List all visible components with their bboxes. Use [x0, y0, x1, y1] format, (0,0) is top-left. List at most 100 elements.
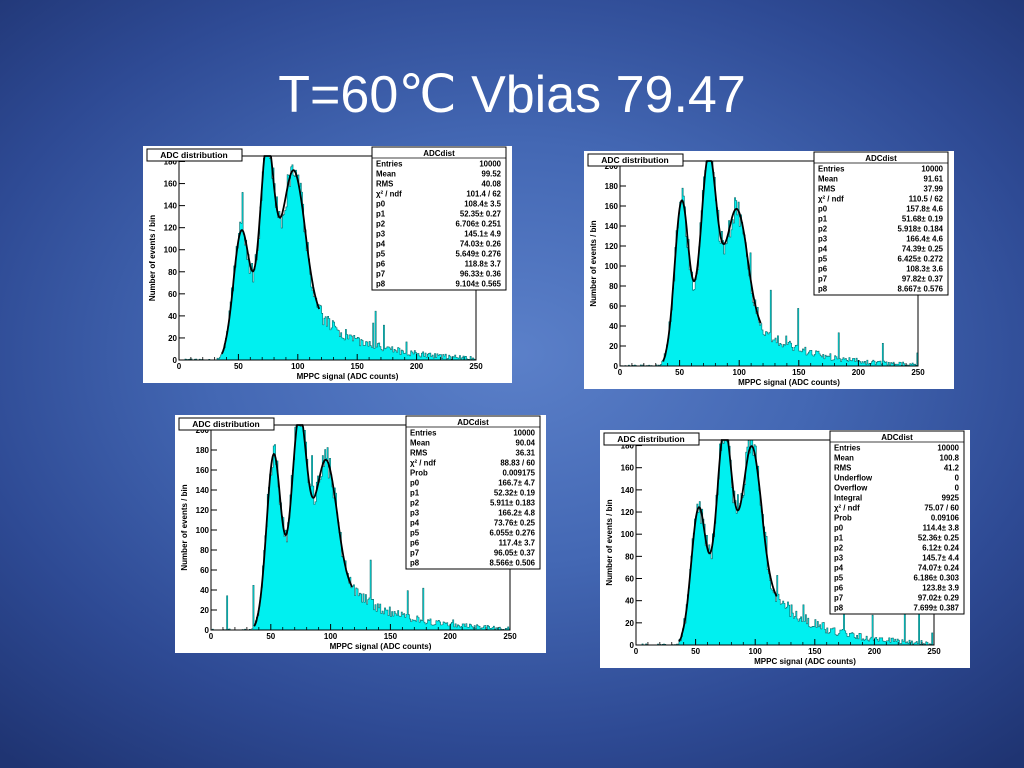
- y-tick-label: 120: [621, 508, 635, 517]
- y-tick-label: 40: [609, 322, 618, 331]
- stats-value: 10000: [937, 444, 959, 453]
- x-tick-label: 150: [792, 368, 806, 377]
- x-tick-label: 200: [852, 368, 866, 377]
- stats-value: 145.7± 4.4: [922, 554, 959, 563]
- x-tick-label: 50: [266, 632, 275, 641]
- stats-value: 100.8: [939, 454, 959, 463]
- stats-label: Entries: [818, 165, 845, 174]
- stats-value: 157.8± 4.6: [906, 205, 943, 214]
- stats-value: 5.911± 0.183: [490, 499, 536, 508]
- stats-label: p7: [376, 270, 385, 279]
- fit-curve: [662, 160, 762, 362]
- stats-label: p3: [818, 235, 828, 244]
- x-tick-label: 0: [177, 362, 182, 371]
- stats-label: p0: [376, 200, 386, 209]
- histogram-panel-4: 0 50 100 150 200 250 0 20 40 60 80 100 120 140 160 180 M…: [600, 430, 970, 668]
- chart-title: ADC distribution: [601, 155, 669, 165]
- stats-label: p1: [834, 534, 844, 543]
- stats-label: p4: [410, 519, 420, 528]
- chart-title: ADC distribution: [617, 434, 685, 444]
- x-tick-label: 100: [324, 632, 338, 641]
- y-tick-label: 160: [605, 202, 619, 211]
- chart-title-box: [178, 417, 275, 431]
- stats-title: ADCdist: [881, 433, 913, 442]
- stats-value: 99.52: [481, 170, 501, 179]
- stats-label: p7: [818, 275, 827, 284]
- stats-value: 5.649± 0.276: [456, 250, 502, 259]
- y-tick-label: 80: [200, 546, 209, 555]
- stats-value: 0.009175: [502, 469, 535, 478]
- y-tick-label: 40: [168, 312, 177, 321]
- y-axis-label: Number of events / bin: [148, 215, 157, 301]
- stats-value: 40.08: [481, 180, 501, 189]
- y-axis-label: Number of events / bin: [589, 220, 598, 306]
- y-tick-label: 60: [625, 575, 634, 584]
- y-tick-label: 40: [625, 597, 634, 606]
- stats-label: p5: [410, 529, 420, 538]
- y-tick-label: 80: [609, 282, 618, 291]
- stats-value: 6.425± 0.272: [898, 255, 944, 264]
- y-tick-label: 140: [164, 202, 178, 211]
- y-tick-label: 60: [200, 566, 209, 575]
- stats-value: 51.68± 0.19: [902, 215, 944, 224]
- stats-label: p3: [834, 554, 844, 563]
- x-axis-label: MPPC signal (ADC counts): [330, 642, 432, 651]
- y-tick-label: 80: [625, 552, 634, 561]
- stats-value: 10000: [479, 160, 501, 169]
- stats-label: p6: [410, 539, 420, 548]
- stats-label: p5: [818, 255, 828, 264]
- stats-label: Prob: [834, 514, 852, 523]
- histogram-panel-1: 0 50 100 150 200 250 0 20 40 60 80 100 120 140 160 180 M…: [143, 146, 512, 383]
- stats-label: RMS: [410, 449, 427, 458]
- y-tick-label: 160: [164, 180, 178, 189]
- stats-value: 166.2± 4.8: [498, 509, 535, 518]
- stats-label: p0: [818, 205, 828, 214]
- stats-label: p3: [410, 509, 420, 518]
- stats-box: [405, 415, 541, 570]
- stats-value: 166.4± 4.6: [906, 235, 943, 244]
- stats-label: p6: [818, 265, 828, 274]
- stats-label: p4: [376, 240, 386, 249]
- stats-label: p6: [834, 584, 844, 593]
- stats-value: 114.4± 3.8: [923, 524, 960, 533]
- stats-value: 97.02± 0.29: [918, 594, 960, 603]
- stats-value: 96.33± 0.36: [460, 270, 502, 279]
- stats-value: 108.3± 3.6: [906, 265, 943, 274]
- stats-label: Entries: [410, 429, 437, 438]
- x-tick-label: 150: [384, 632, 398, 641]
- stats-label: Underflow: [834, 474, 873, 483]
- histogram-svg: 0501001502002500204060801001201401601802…: [178, 415, 541, 651]
- stats-label: χ² / ndf: [410, 459, 436, 468]
- stats-title: ADCdist: [457, 418, 489, 427]
- x-tick-label: 0: [634, 647, 639, 656]
- y-tick-label: 180: [196, 446, 210, 455]
- stats-value: 75.07 / 60: [924, 504, 959, 513]
- y-tick-label: 120: [605, 242, 619, 251]
- stats-value: 108.4± 3.5: [464, 200, 501, 209]
- y-tick-label: 0: [205, 626, 210, 635]
- histogram-svg: 0 50 100 150 200 250 0 20 40 60 80 100 120 140 160 180 M…: [146, 146, 507, 381]
- y-tick-label: 0: [630, 641, 635, 650]
- stats-value: 97.82± 0.37: [902, 275, 943, 284]
- y-tick-label: 20: [609, 342, 618, 351]
- y-tick-label: 20: [168, 334, 177, 343]
- chart-title: ADC distribution: [160, 150, 228, 160]
- stats-label: p0: [834, 524, 844, 533]
- stats-label: Mean: [410, 439, 430, 448]
- x-axis-label: MPPC signal (ADC counts): [754, 657, 856, 666]
- stats-label: p7: [834, 594, 843, 603]
- chart-title: ADC distribution: [192, 419, 260, 429]
- histogram-svg: 0501001502002500204060801001201401601802…: [587, 151, 949, 387]
- y-axis-label: Number of events / bin: [605, 499, 614, 585]
- histogram-bars: [211, 424, 511, 631]
- stats-value: 166.7± 4.7: [498, 479, 535, 488]
- stats-value: 6.12± 0.24: [922, 544, 959, 553]
- stats-box: [813, 151, 949, 296]
- y-tick-label: 140: [196, 486, 210, 495]
- y-tick-label: 180: [621, 442, 635, 451]
- stats-label: p2: [818, 225, 828, 234]
- x-tick-label: 150: [808, 647, 822, 656]
- stats-label: p8: [410, 559, 420, 568]
- x-axis-label: MPPC signal (ADC counts): [738, 378, 840, 387]
- stats-value: 52.36± 0.25: [918, 534, 960, 543]
